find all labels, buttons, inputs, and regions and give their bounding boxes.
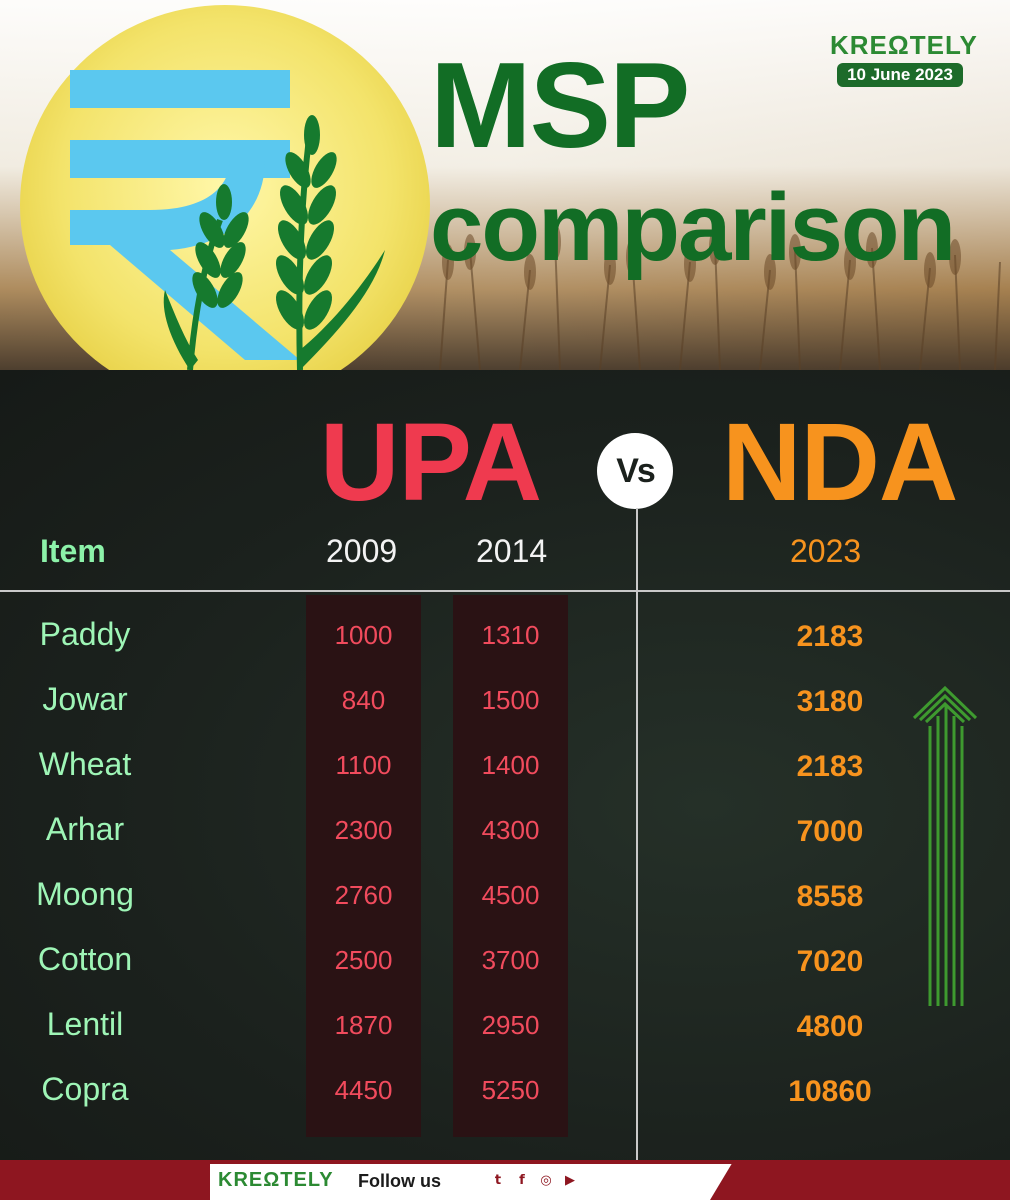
cell-2014: 4300 bbox=[481, 815, 540, 845]
date-badge: 10 June 2023 bbox=[837, 63, 963, 87]
cell-2023: 4800 bbox=[796, 1010, 864, 1043]
table-row: Lentil 1870 2950 4800 bbox=[0, 1008, 1010, 1073]
cell-item: Copra bbox=[41, 1071, 129, 1107]
cell-item: Moong bbox=[36, 876, 134, 912]
table-row: Wheat 1100 1400 2183 bbox=[0, 748, 1010, 813]
cell-2014: 3700 bbox=[481, 945, 540, 975]
cell-2009: 1870 bbox=[334, 1010, 393, 1040]
footer-accent-right bbox=[710, 1160, 1010, 1200]
social-icons: t f ◎ ▶ bbox=[488, 1170, 580, 1190]
footer-brand-logo: KREΩTELY bbox=[218, 1169, 334, 1191]
cell-2009: 1000 bbox=[334, 620, 393, 650]
cell-2014: 2950 bbox=[481, 1010, 540, 1040]
cell-item: Lentil bbox=[46, 1006, 124, 1042]
cell-2009: 4450 bbox=[334, 1075, 393, 1105]
cell-2023: 10860 bbox=[788, 1075, 872, 1108]
cell-2014: 1400 bbox=[481, 750, 540, 780]
brand-block: KREΩTELY 10 June 2023 bbox=[830, 30, 978, 87]
cell-2009: 2500 bbox=[334, 945, 393, 975]
cell-item: Jowar bbox=[42, 681, 128, 717]
wheat-stalk-icon bbox=[163, 115, 385, 370]
cell-2023: 7000 bbox=[796, 815, 864, 848]
cell-2023: 2183 bbox=[796, 750, 864, 783]
cell-item: Paddy bbox=[39, 616, 131, 652]
brand-logo: KREΩTELY bbox=[830, 30, 978, 60]
twitter-icon[interactable]: t bbox=[488, 1170, 508, 1190]
header-banner: KREΩTELY 10 June 2023 MSP comparison bbox=[0, 0, 1010, 370]
youtube-icon[interactable]: ▶ bbox=[560, 1170, 580, 1190]
cell-2014: 1500 bbox=[481, 685, 540, 715]
up-arrow-icon bbox=[912, 686, 978, 1006]
cell-2023: 7020 bbox=[796, 945, 864, 978]
footer-accent-left bbox=[0, 1160, 210, 1200]
cell-2009: 840 bbox=[341, 685, 386, 715]
table-row: Moong 2760 4500 8558 bbox=[0, 878, 1010, 943]
cell-2023: 3180 bbox=[796, 685, 864, 718]
cell-2023: 8558 bbox=[796, 880, 864, 913]
vertical-divider bbox=[636, 508, 638, 1160]
instagram-icon[interactable]: ◎ bbox=[536, 1170, 556, 1190]
column-header-2014: 2014 bbox=[476, 533, 548, 569]
table-row: Cotton 2500 3700 7020 bbox=[0, 943, 1010, 1008]
title-line-2: comparison bbox=[430, 174, 956, 281]
column-header-2023: 2023 bbox=[790, 533, 862, 569]
follow-us-label: Follow us bbox=[358, 1171, 441, 1191]
rupee-symbol-icon bbox=[70, 70, 300, 360]
facebook-icon[interactable]: f bbox=[512, 1170, 532, 1190]
cell-2014: 4500 bbox=[481, 880, 540, 910]
column-2009-background bbox=[306, 595, 421, 1137]
cell-2023: 2183 bbox=[796, 620, 864, 653]
table-row: Arhar 2300 4300 7000 bbox=[0, 813, 1010, 878]
column-header-item: Item bbox=[40, 533, 106, 569]
table-row: Copra 4450 5250 10860 bbox=[0, 1073, 1010, 1138]
cell-2009: 2300 bbox=[334, 815, 393, 845]
header-divider bbox=[0, 590, 1010, 592]
cell-item: Wheat bbox=[38, 746, 132, 782]
column-2014-background bbox=[453, 595, 568, 1137]
cell-item: Arhar bbox=[45, 811, 125, 847]
upa-heading: UPA bbox=[320, 401, 542, 524]
cell-2014: 5250 bbox=[481, 1075, 540, 1105]
cell-2009: 1100 bbox=[335, 750, 392, 780]
wheat-field-background bbox=[439, 224, 1001, 370]
website-link[interactable]: / kreately.in/ bbox=[592, 1170, 702, 1191]
table-row: Paddy 1000 1310 2183 bbox=[0, 618, 1010, 683]
footer-bar: KREΩTELY Follow us t f ◎ ▶ / kreately.in… bbox=[0, 1160, 1010, 1200]
title-line-1: MSP bbox=[430, 37, 690, 173]
cell-2009: 2760 bbox=[334, 880, 393, 910]
vs-badge: Vs bbox=[597, 433, 673, 509]
cell-item: Cotton bbox=[37, 941, 133, 977]
table-row: Jowar 840 1500 3180 bbox=[0, 683, 1010, 748]
footer-accent-strip bbox=[0, 1160, 1010, 1164]
column-header-2009: 2009 bbox=[326, 533, 398, 569]
nda-heading: NDA bbox=[722, 401, 958, 524]
cell-2014: 1310 bbox=[481, 620, 540, 650]
